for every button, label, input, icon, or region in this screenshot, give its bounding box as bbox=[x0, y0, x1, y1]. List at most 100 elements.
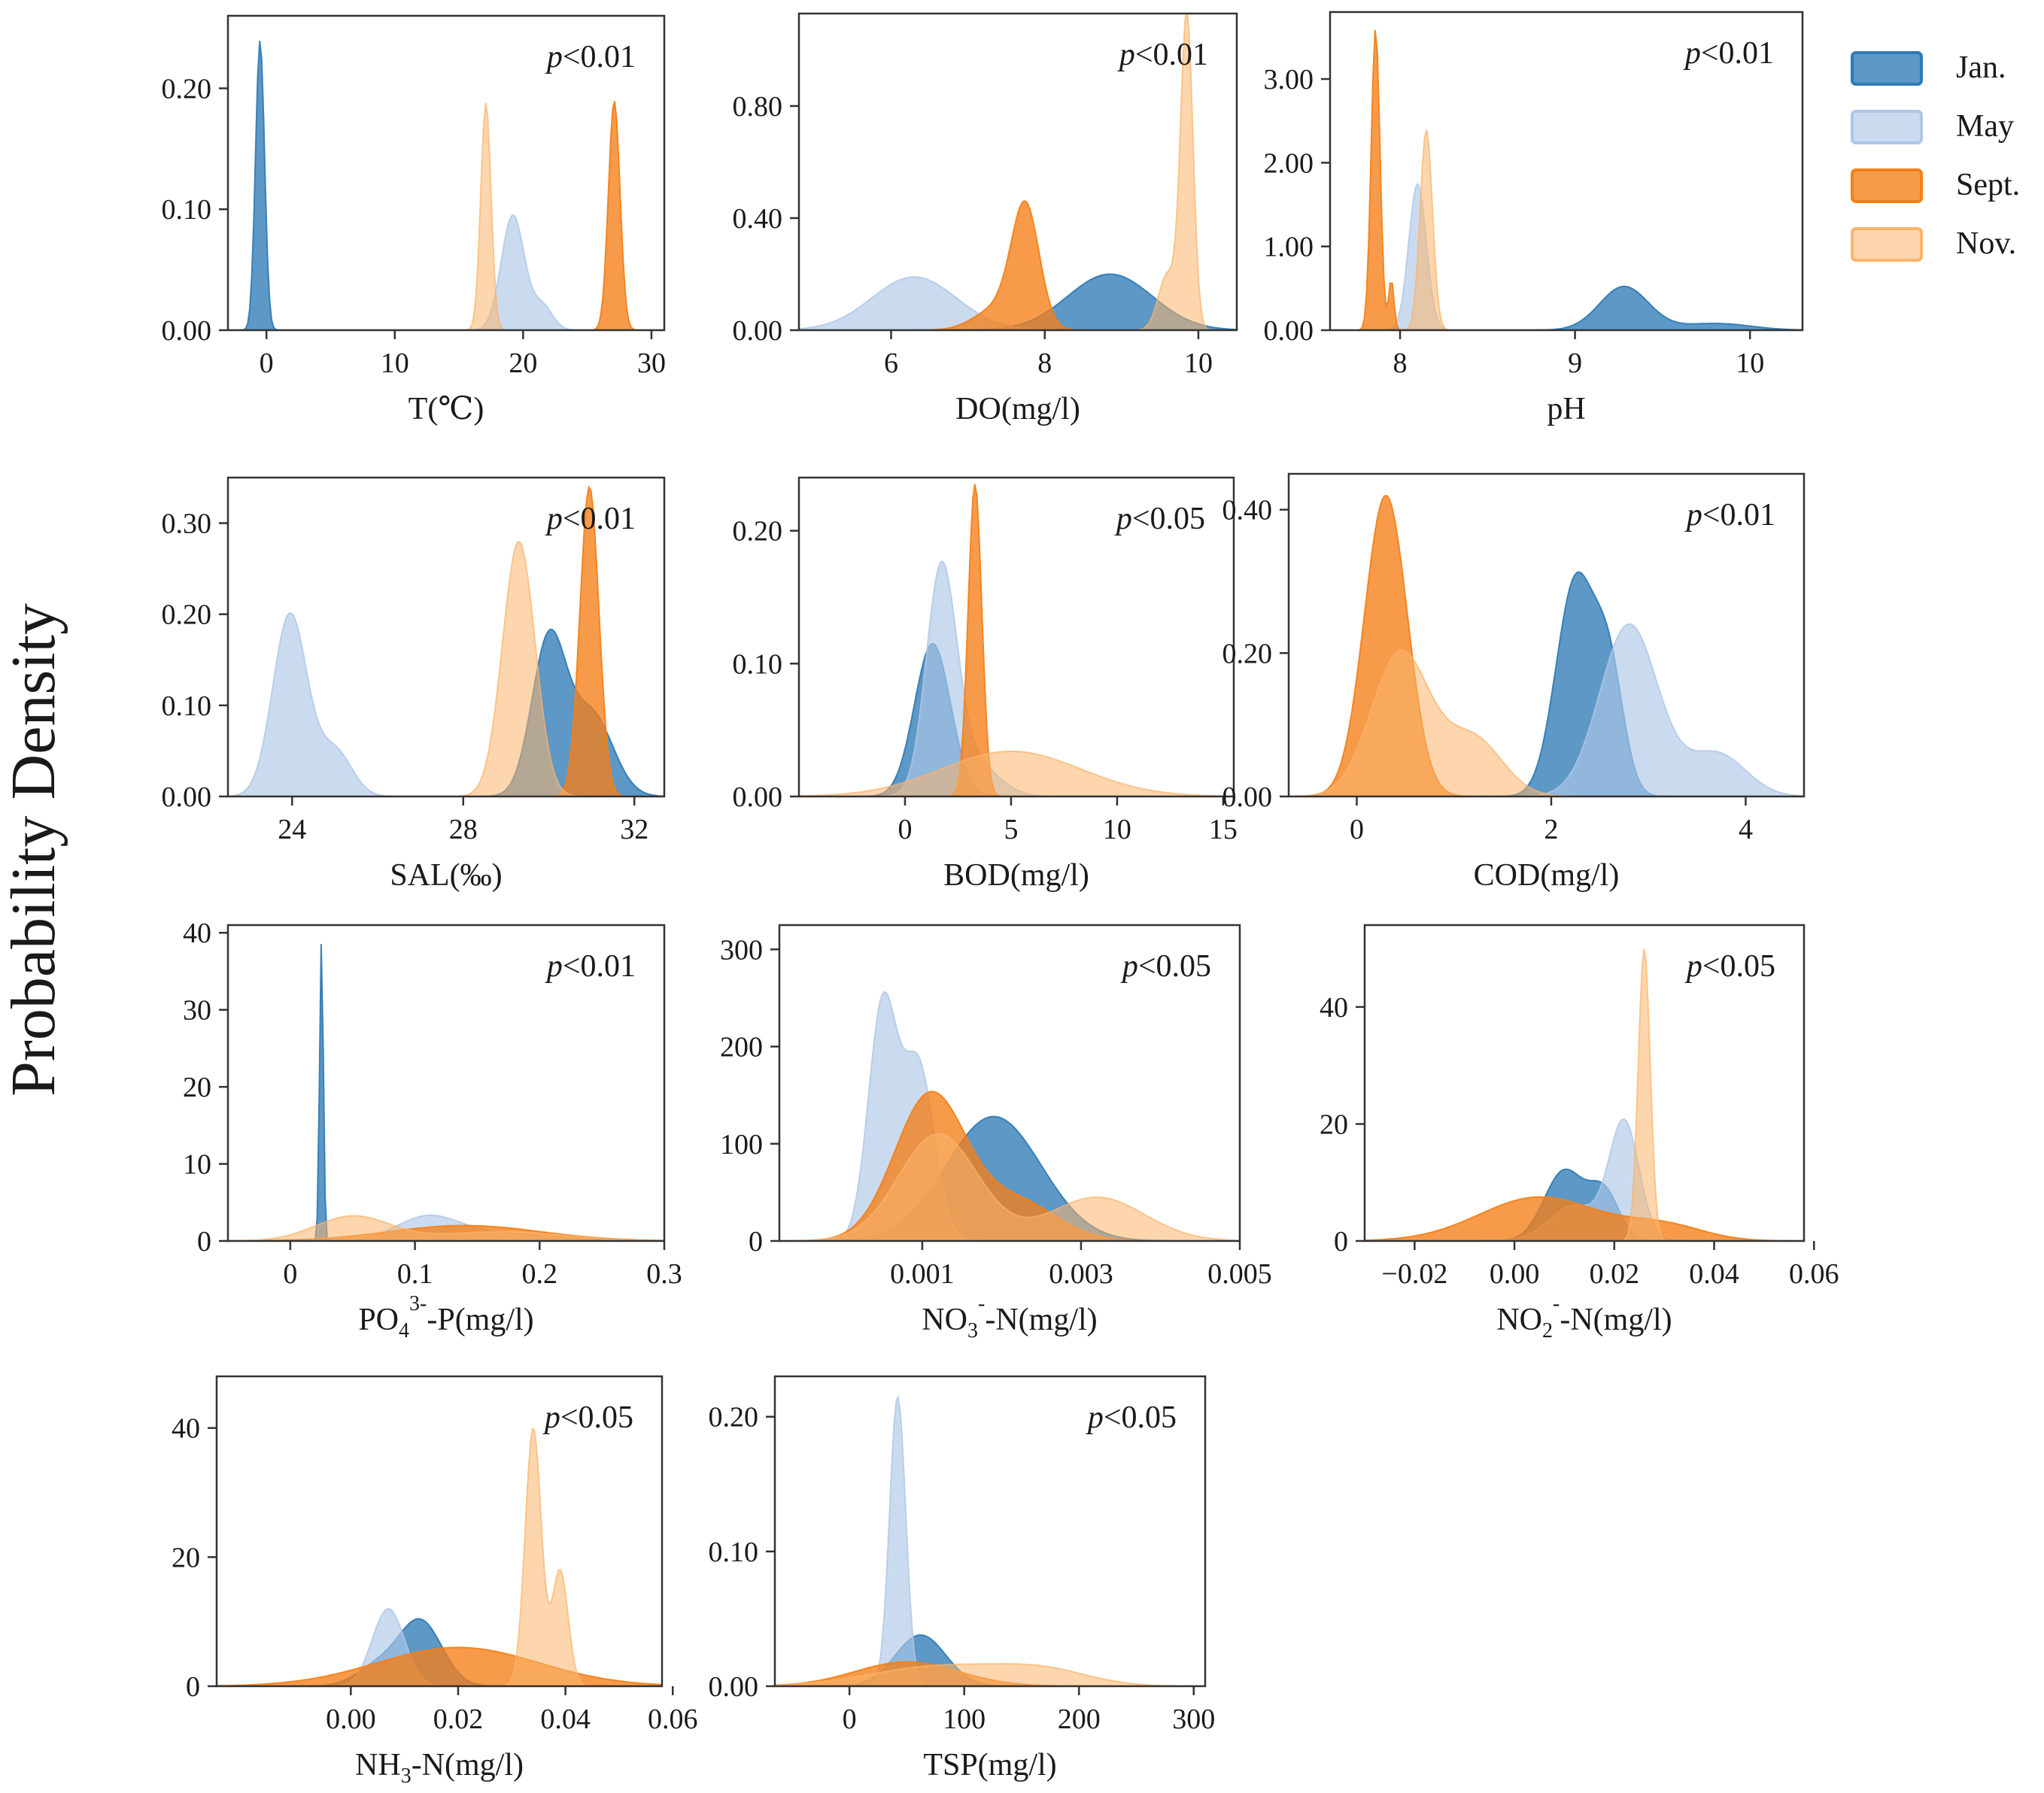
density-may bbox=[1289, 623, 1804, 796]
x-tick-label: 0.06 bbox=[648, 1704, 698, 1735]
density-nov bbox=[799, 750, 1234, 796]
panel-nh3: 0.00 0.02 0.04 0.06 0 20 40 NH3-N(mg/l) p<0.05 bbox=[172, 1375, 698, 1788]
panel-po4: 0 0.1 0.2 0.3 0 10 20 30 40 PO43--P(mg/l) p<0.01 bbox=[183, 918, 682, 1342]
p-value-label: p<0.05 bbox=[1684, 949, 1775, 984]
density-layer bbox=[799, 14, 1237, 330]
density-layer bbox=[1289, 495, 1804, 796]
y-tick-label: 0.40 bbox=[733, 203, 783, 235]
x-axis-label: PO43--P(mg/l) bbox=[358, 1292, 533, 1342]
y-tick-label: 0 bbox=[197, 1226, 211, 1258]
plot-frame bbox=[797, 476, 1235, 798]
p-value-label: p<0.05 bbox=[542, 1400, 633, 1435]
panel-t: 0 10 20 30 0.00 0.10 0.20 T(℃) p<0.01 bbox=[162, 14, 666, 426]
plot-frame bbox=[226, 14, 666, 332]
x-tick-label: 0 bbox=[897, 814, 912, 845]
legend: Jan. May Sept. Nov. bbox=[1851, 50, 2020, 262]
y-tick-label: 0.00 bbox=[733, 781, 783, 813]
y-tick-label: 0 bbox=[186, 1671, 200, 1703]
panel-grid: 0 10 20 300.000.100.20T(℃)p<0.016 8 100.000.4… bbox=[162, 11, 1839, 1788]
x-tick-label: 0.00 bbox=[1490, 1258, 1540, 1290]
density-nov bbox=[228, 1215, 664, 1241]
panel-do: 6 8 10 0.00 0.40 0.80 DO(mg/l) p<0.01 bbox=[733, 12, 1238, 426]
density-may bbox=[228, 214, 664, 330]
legend-swatch bbox=[1851, 227, 1923, 262]
x-axis-label: DO(mg/l) bbox=[955, 392, 1080, 426]
density-sept bbox=[1365, 1196, 1804, 1241]
legend-item-nov: Nov. bbox=[1851, 226, 2016, 262]
y-tick-label: 40 bbox=[183, 918, 211, 949]
x-axis-label: TSP(mg/l) bbox=[923, 1748, 1056, 1782]
y-tick-label: 0.20 bbox=[162, 73, 212, 105]
x-tick-label: 5 bbox=[1004, 814, 1018, 845]
y-tick-label: 0.10 bbox=[162, 690, 212, 722]
plot-frame bbox=[1329, 11, 1804, 332]
y-tick-label: 1.00 bbox=[1264, 232, 1314, 263]
x-tick-label: 0.02 bbox=[1590, 1258, 1640, 1290]
density-layer bbox=[228, 484, 664, 796]
p-value-label: p<0.05 bbox=[1120, 949, 1211, 984]
panel-cod: 0 2 4 0.00 0.20 0.40 COD(mg/l) p<0.01 bbox=[1222, 472, 1806, 893]
panel-bod: 0 5 10 15 0.00 0.10 0.20 BOD(mg/l) p<0.05 bbox=[733, 476, 1238, 893]
x-tick-label: −0.02 bbox=[1381, 1258, 1447, 1290]
legend-item-jan: Jan. bbox=[1851, 50, 2006, 86]
y-tick-label: 20 bbox=[172, 1542, 200, 1573]
density-sept bbox=[228, 101, 664, 330]
legend-item-sept: Sept. bbox=[1851, 168, 2020, 203]
density-layer bbox=[1330, 29, 1803, 330]
y-tick-label: 0.10 bbox=[709, 1537, 759, 1568]
x-tick-label: 4 bbox=[1739, 814, 1753, 845]
y-tick-label: 0.00 bbox=[162, 315, 212, 347]
x-axis-label: T(℃) bbox=[408, 392, 484, 426]
x-axis-label: SAL(‰) bbox=[390, 858, 502, 893]
density-layer bbox=[228, 943, 664, 1241]
plot-frame bbox=[226, 924, 666, 1242]
x-tick-label: 0 bbox=[260, 347, 274, 379]
x-tick-label: 20 bbox=[509, 347, 537, 379]
y-tick-label: 0.20 bbox=[162, 599, 212, 631]
y-tick-label: 0 bbox=[749, 1226, 763, 1258]
density-nov bbox=[779, 1133, 1240, 1241]
y-tick-label: 2.00 bbox=[1264, 147, 1314, 179]
y-tick-label: 20 bbox=[1320, 1109, 1348, 1140]
panel-no3: 0.001 0.003 0.005 0 100 200 300 NO3--N(mg/l) p<0… bbox=[720, 924, 1272, 1342]
x-axis-label: COD(mg/l) bbox=[1474, 858, 1620, 893]
x-tick-label: 0.1 bbox=[397, 1258, 433, 1290]
y-tick-label: 10 bbox=[183, 1149, 211, 1181]
y-tick-label: 0.10 bbox=[733, 648, 783, 680]
x-tick-label: 9 bbox=[1568, 347, 1582, 379]
x-axis-label: BOD(mg/l) bbox=[943, 858, 1089, 893]
x-tick-label: 8 bbox=[1037, 347, 1052, 379]
density-nov bbox=[228, 102, 664, 330]
x-tick-label: 28 bbox=[449, 814, 478, 845]
density-may bbox=[1330, 182, 1803, 330]
panel-tsp: 0 100 200 300 0.00 0.10 0.20 TSP(mg/l) p<0.05 bbox=[709, 1375, 1215, 1782]
x-tick-label: 10 bbox=[1184, 347, 1213, 379]
x-tick-label: 0.04 bbox=[1689, 1258, 1739, 1290]
legend-item-may: May bbox=[1851, 109, 2014, 144]
density-layer bbox=[228, 41, 664, 330]
x-axis-label: NH3-N(mg/l) bbox=[355, 1748, 524, 1788]
x-tick-label: 0.02 bbox=[433, 1704, 484, 1735]
legend-label: Nov. bbox=[1956, 226, 2016, 261]
density-sept bbox=[217, 1646, 662, 1686]
x-tick-label: 32 bbox=[620, 814, 648, 845]
x-tick-label: 10 bbox=[1103, 814, 1131, 845]
x-tick-label: 24 bbox=[278, 814, 306, 845]
y-tick-label: 40 bbox=[172, 1413, 200, 1445]
x-tick-label: 0 bbox=[283, 1258, 297, 1290]
x-tick-label: 200 bbox=[1058, 1704, 1101, 1735]
p-value-label: p<0.01 bbox=[1683, 36, 1774, 71]
x-tick-label: 0 bbox=[843, 1704, 857, 1735]
density-nov bbox=[775, 1663, 1205, 1686]
density-nov bbox=[1289, 649, 1804, 796]
p-value-label: p<0.05 bbox=[1114, 502, 1205, 536]
y-tick-label: 3.00 bbox=[1264, 64, 1314, 96]
density-jan bbox=[228, 943, 664, 1241]
x-tick-label: 0.00 bbox=[326, 1704, 376, 1735]
legend-label: Jan. bbox=[1956, 50, 2006, 85]
legend-swatch bbox=[1851, 51, 1923, 86]
plot-frame bbox=[215, 1375, 664, 1688]
y-tick-label: 0.20 bbox=[709, 1402, 759, 1433]
x-tick-label: 0.003 bbox=[1049, 1258, 1113, 1290]
x-tick-label: 0.06 bbox=[1789, 1258, 1839, 1290]
